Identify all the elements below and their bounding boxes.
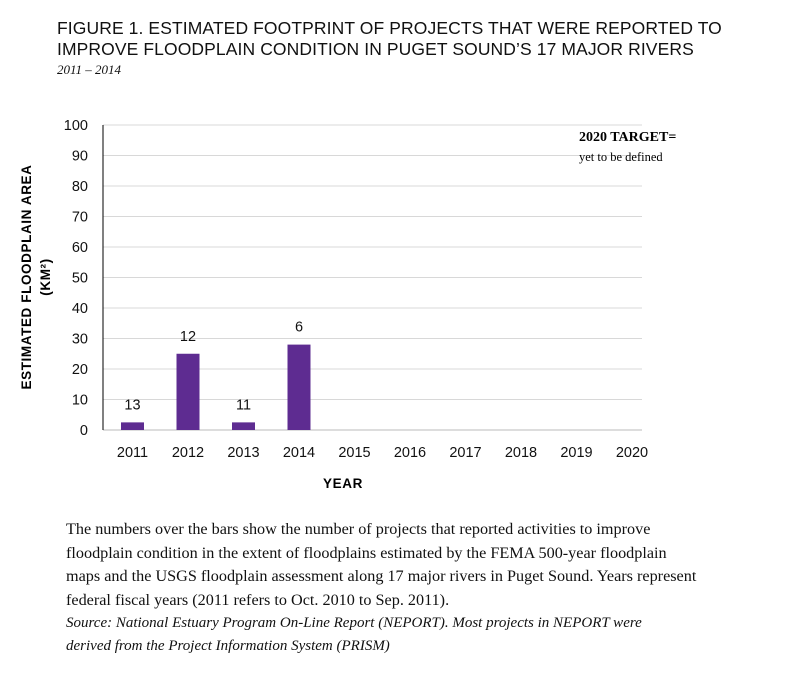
bar-2014: [287, 344, 311, 430]
bar-2013: [232, 422, 255, 430]
x-tick-label: 2012: [172, 445, 204, 461]
y-tick-label: 100: [64, 118, 88, 134]
y-tick-label: 80: [72, 179, 88, 195]
caption-line-2: floodplain condition in the extent of fl…: [66, 543, 667, 562]
x-tick-labels: 2011 2012 2013 2014 2015 2016 2017 2018 2019 2020: [117, 445, 648, 461]
x-tick-label: 2020: [616, 445, 648, 461]
y-tick-label: 0: [80, 423, 88, 439]
caption-line-4: federal fiscal years (2011 refers to Oct…: [66, 590, 450, 609]
y-tick-label: 50: [72, 271, 88, 287]
figure-title-line-1: FIGURE 1. ESTIMATED FOOTPRINT OF PROJECT…: [57, 18, 722, 38]
bars: [121, 344, 311, 430]
bar-label-2011: 13: [124, 397, 140, 413]
x-tick-label: 2016: [394, 445, 426, 461]
y-tick-label: 30: [72, 332, 88, 348]
y-axis-unit: (KM²): [38, 258, 53, 295]
x-tick-label: 2014: [283, 445, 315, 461]
y-tick-label: 70: [72, 210, 88, 226]
x-tick-label: 2017: [449, 445, 481, 461]
figure-caption: The numbers over the bars show the numbe…: [66, 518, 786, 658]
bar-label-2013: 11: [236, 397, 251, 413]
y-tick-label: 20: [72, 362, 88, 378]
caption-source-line-2: derived from the Project Information Sys…: [66, 638, 390, 654]
x-tick-label: 2013: [227, 445, 259, 461]
bar-2011: [121, 422, 144, 430]
target-annotation-text: yet to be defined: [579, 150, 663, 164]
y-tick-label: 60: [72, 240, 88, 256]
y-axis-title: ESTIMATED FLOODPLAIN AREA: [19, 165, 34, 390]
bar-2012: [176, 353, 200, 430]
x-tick-label: 2011: [117, 445, 148, 461]
x-tick-label: 2018: [505, 445, 537, 461]
y-tick-label: 40: [72, 301, 88, 317]
caption-line-3: maps and the USGS floodplain assessment …: [66, 567, 697, 585]
figure-subtitle: 2011 – 2014: [57, 62, 122, 77]
y-tick-labels: 0 10 20 30 40 50 60 70 80 90 100: [64, 118, 88, 439]
x-tick-label: 2015: [338, 445, 370, 461]
y-tick-label: 90: [72, 149, 88, 165]
y-tick-label: 10: [72, 393, 88, 409]
bar-label-2012: 12: [180, 329, 196, 345]
x-axis-title: YEAR: [323, 476, 363, 491]
caption-line-1: The numbers over the bars show the numbe…: [66, 520, 651, 538]
bar-label-2014: 6: [295, 320, 303, 336]
figure-title: FIGURE 1. ESTIMATED FOOTPRINT OF PROJECT…: [57, 18, 777, 60]
target-annotation-title: 2020 TARGET=: [579, 130, 676, 145]
figure-title-line-2: IMPROVE FLOODPLAIN CONDITION IN PUGET SO…: [57, 39, 694, 59]
bar-labels: 13 12 11 6: [124, 320, 303, 414]
x-tick-label: 2019: [560, 445, 592, 461]
caption-source-line-1: Source: National Estuary Program On-Line…: [66, 615, 642, 631]
